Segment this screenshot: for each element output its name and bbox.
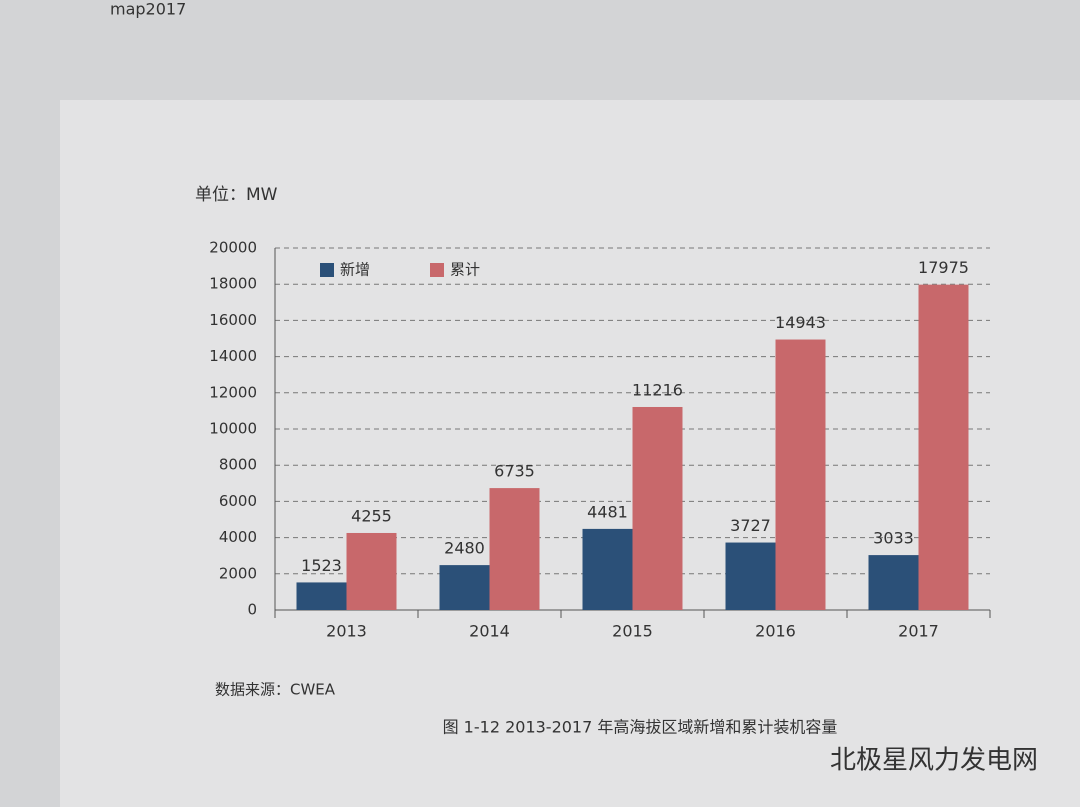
bar [725,542,776,610]
bar [582,528,633,610]
bar [918,284,969,610]
source: 数据来源：CWEA [215,681,336,699]
y-tick-label: 12000 [209,383,257,401]
x-tick-label: 2015 [612,622,653,641]
y-tick-label: 4000 [219,528,257,546]
data-label: 3033 [873,529,914,548]
bar [489,488,540,610]
y-tick-label: 2000 [219,564,257,582]
bar [632,406,683,610]
y-tick-label: 8000 [219,456,257,474]
bar [296,582,347,610]
bar [439,565,490,610]
x-tick-label: 2014 [469,622,510,641]
data-label: 4255 [351,506,392,525]
data-label: 1523 [301,556,342,575]
data-label: 14943 [775,313,826,332]
x-tick-label: 2016 [755,622,796,641]
bar [868,555,919,610]
y-tick-label: 6000 [219,492,257,510]
bar [775,339,826,610]
legend-label: 累计 [450,261,480,279]
x-tick-label: 2017 [898,622,939,641]
unit-label: 单位：MW [195,185,278,205]
legend-swatch [320,263,334,277]
data-label: 11216 [632,380,683,399]
data-label: 2480 [444,539,485,558]
y-tick-label: 20000 [209,239,257,257]
y-tick-label: 0 [247,601,257,619]
y-tick-label: 16000 [209,311,257,329]
caption: 图 1-12 2013-2017 年高海拔区域新增和累计装机容量 [443,718,838,737]
page-header: map2017 [110,0,186,19]
data-label: 3727 [730,516,771,535]
legend-swatch [430,263,444,277]
legend-label: 新增 [340,261,370,279]
y-tick-label: 10000 [209,420,257,438]
panel [60,100,1080,807]
bar [346,532,397,610]
data-label: 17975 [918,258,969,277]
watermark: 北极星风力发电网 [830,746,1038,776]
y-tick-label: 18000 [209,275,257,293]
data-label: 6735 [494,462,535,481]
y-tick-label: 14000 [209,347,257,365]
data-label: 4481 [587,502,628,521]
x-tick-label: 2013 [326,622,367,641]
